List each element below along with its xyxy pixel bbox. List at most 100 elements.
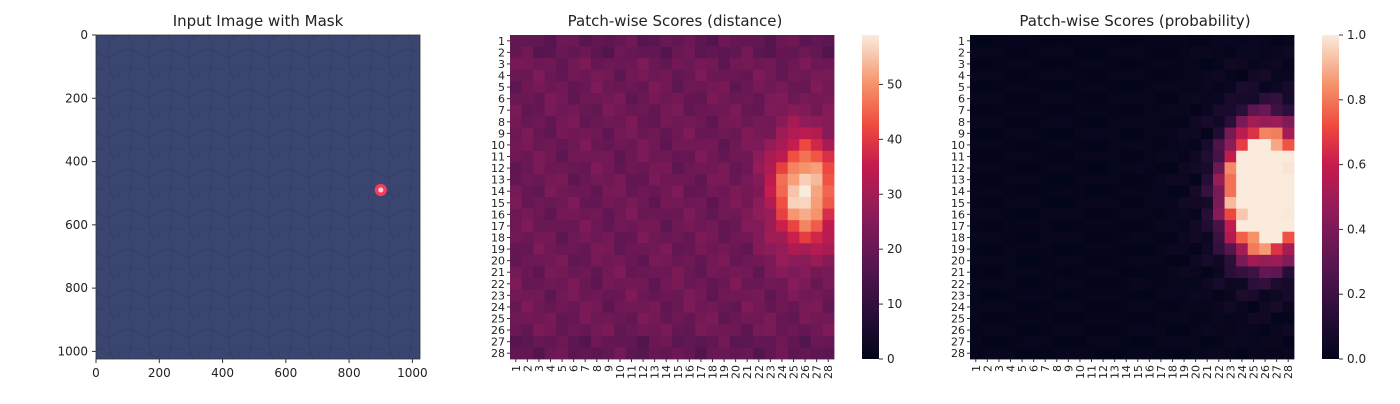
heatmap-cell <box>729 58 742 71</box>
heatmap-cell <box>1027 173 1040 186</box>
heatmap-cell <box>1224 347 1237 360</box>
heatmap-cell <box>1085 185 1098 198</box>
heatmap-cell <box>1016 301 1029 314</box>
heatmap-cell <box>625 208 638 221</box>
heatmap-cell <box>1270 185 1283 198</box>
heatmap-cell <box>521 278 534 290</box>
heatmap-cell <box>567 81 580 94</box>
heatmap-cell <box>1213 185 1225 198</box>
heatmap-cell <box>1051 231 1063 244</box>
heatmap-cell <box>718 312 731 325</box>
heatmap-cell <box>567 139 580 152</box>
heatmap-cell <box>993 266 1006 279</box>
y-tick-label: 28 <box>951 347 965 360</box>
heatmap-cell <box>799 312 812 325</box>
heatmap-cell <box>1108 104 1121 117</box>
heatmap-cell <box>1189 231 1202 244</box>
heatmap-cell <box>591 231 603 244</box>
heatmap-cell <box>521 243 534 256</box>
heatmap-cell <box>544 162 557 175</box>
heatmap-cell <box>648 92 661 105</box>
heatmap-cell <box>718 208 731 221</box>
heatmap-cell <box>706 301 719 314</box>
heatmap-cell <box>1027 92 1040 105</box>
heatmap-cell <box>1132 289 1144 302</box>
x-tick-label: 19 <box>1178 365 1191 379</box>
heatmap-cell <box>1259 35 1272 47</box>
heatmap-cell <box>718 173 731 186</box>
heatmap-cell <box>544 139 557 152</box>
heatmap-cell <box>753 104 765 117</box>
heatmap-cell <box>648 335 661 348</box>
heatmap-cell <box>591 335 603 348</box>
heatmap-cell <box>729 208 742 221</box>
heatmap-cell <box>1189 312 1202 325</box>
heatmap-cell <box>1224 220 1237 233</box>
heatmap-cell <box>637 289 650 302</box>
heatmap-cell <box>1282 197 1295 209</box>
heatmap-cell <box>1097 69 1110 82</box>
heatmap-cell <box>1016 150 1029 163</box>
heatmap-cell <box>602 301 615 314</box>
heatmap-cell <box>706 46 719 59</box>
heatmap-cell <box>1051 254 1063 267</box>
heatmap-cell <box>648 127 661 140</box>
heatmap-cell <box>787 127 800 140</box>
heatmap-cell <box>648 139 661 152</box>
heatmap-cell <box>1282 231 1295 244</box>
heatmap-cell <box>1004 92 1017 105</box>
heatmap-cell <box>1085 243 1098 256</box>
heatmap-cell <box>614 335 627 348</box>
heatmap-cell <box>799 231 812 244</box>
heatmap-cell <box>1016 69 1029 82</box>
heatmap-cell <box>1120 185 1133 198</box>
heatmap-cell <box>1132 69 1144 82</box>
heatmap-cell <box>510 81 522 94</box>
x-tick-label: 6 <box>568 365 581 372</box>
heatmap-cell <box>602 150 615 163</box>
heatmap-cell <box>660 266 673 279</box>
heatmap-cell <box>521 347 534 360</box>
x-tick-label: 17 <box>1155 365 1168 379</box>
heatmap-cell <box>1213 116 1225 128</box>
heatmap-cell <box>1108 278 1121 290</box>
heatmap-cell <box>706 231 719 244</box>
heatmap-cell <box>1132 81 1144 94</box>
heatmap-cell <box>1108 173 1121 186</box>
heatmap-cell <box>1178 312 1191 325</box>
x-tick-label: 7 <box>1039 365 1052 372</box>
heatmap-cell <box>1247 301 1260 314</box>
heatmap-cell <box>1166 301 1179 314</box>
heatmap-cell <box>822 92 835 105</box>
heatmap-cell <box>533 289 546 302</box>
heatmap-cell <box>533 150 546 163</box>
heatmap-cell <box>1224 231 1237 244</box>
y-tick-label: 26 <box>951 324 965 337</box>
heatmap-cell <box>1016 173 1029 186</box>
x-tick-label: 20 <box>1190 365 1203 379</box>
heatmap-cell <box>1016 347 1029 360</box>
heatmap-cell <box>718 162 731 175</box>
heatmap-cell <box>729 69 742 82</box>
heatmap-cell <box>1062 104 1075 117</box>
heatmap-cell <box>729 278 742 290</box>
heatmap-cell <box>556 35 569 47</box>
heatmap-cell <box>672 208 684 221</box>
heatmap-cell <box>533 104 546 117</box>
heatmap-cell <box>533 266 546 279</box>
heatmap-cell <box>764 104 777 117</box>
heatmap-cell <box>1108 335 1121 348</box>
heatmap-cell <box>741 335 754 348</box>
heatmap-cell <box>544 220 557 233</box>
heatmap-cell <box>993 324 1006 337</box>
heatmap-cell <box>637 173 650 186</box>
heatmap-cell <box>1270 231 1283 244</box>
heatmap-cell <box>510 116 522 128</box>
heatmap-cell <box>1027 58 1040 71</box>
heatmap-cell <box>718 266 731 279</box>
heatmap-cell <box>718 324 731 337</box>
heatmap-cell <box>1282 69 1295 82</box>
heatmap-cell <box>533 81 546 94</box>
heatmap-cell <box>1120 254 1133 267</box>
y-tick-label: 22 <box>951 278 965 291</box>
